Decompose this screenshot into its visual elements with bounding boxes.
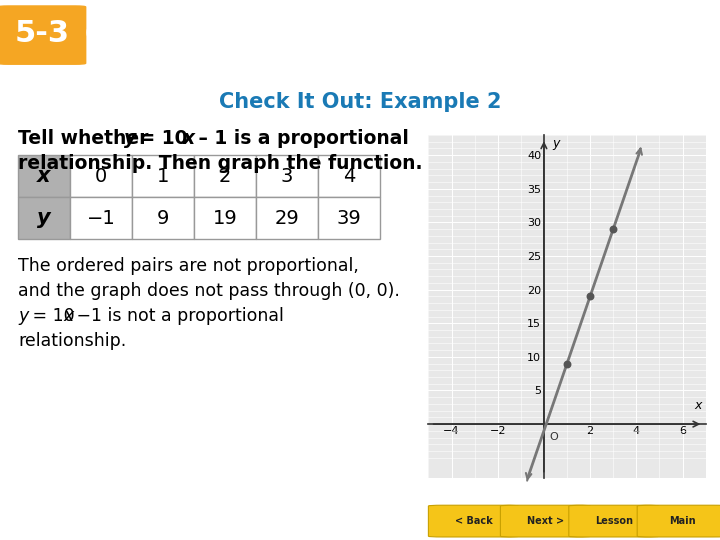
- Text: 1: 1: [157, 167, 169, 186]
- Text: – 1 is a proportional: – 1 is a proportional: [192, 129, 409, 148]
- Text: y: y: [37, 208, 51, 228]
- Bar: [132, 155, 194, 197]
- Point: [608, 225, 619, 233]
- Bar: [70, 197, 132, 239]
- FancyBboxPatch shape: [500, 505, 590, 537]
- Text: −1: −1: [86, 208, 115, 228]
- FancyBboxPatch shape: [637, 505, 720, 537]
- Text: y: y: [124, 129, 136, 148]
- Point: [585, 292, 596, 301]
- Bar: [256, 155, 318, 197]
- Bar: [132, 197, 194, 239]
- Bar: [256, 197, 318, 239]
- Bar: [194, 155, 256, 197]
- Text: 9: 9: [157, 208, 169, 228]
- Text: y: y: [18, 307, 28, 325]
- Text: 39: 39: [337, 208, 361, 228]
- Text: −1 is not a proportional: −1 is not a proportional: [71, 307, 284, 325]
- Text: < Back: < Back: [454, 516, 492, 526]
- Bar: [18, 155, 70, 197]
- Text: Main: Main: [669, 516, 696, 526]
- Text: © HOLT McDOUGAL, All Rights Reserved: © HOLT McDOUGAL, All Rights Reserved: [9, 517, 191, 525]
- Text: The ordered pairs are not proportional,: The ordered pairs are not proportional,: [18, 257, 359, 275]
- Point: [562, 359, 573, 368]
- Text: Next >: Next >: [527, 516, 564, 526]
- Text: Check It Out: Example 2: Check It Out: Example 2: [219, 92, 501, 112]
- Text: 5-3: 5-3: [14, 19, 69, 48]
- Text: and the graph does not pass through (0, 0).: and the graph does not pass through (0, …: [18, 282, 400, 300]
- Bar: [318, 155, 380, 197]
- Text: x: x: [183, 129, 195, 148]
- Text: Graphing Proportional Relationships: Graphing Proportional Relationships: [85, 21, 657, 49]
- Bar: [194, 197, 256, 239]
- Text: relationship. Then graph the function.: relationship. Then graph the function.: [18, 154, 423, 173]
- Text: x: x: [37, 166, 50, 186]
- Text: = 10: = 10: [27, 307, 75, 325]
- Text: O: O: [549, 432, 559, 442]
- Text: Lesson: Lesson: [595, 516, 633, 526]
- Text: = 10: = 10: [133, 129, 188, 148]
- Text: Tell whether: Tell whether: [18, 129, 155, 148]
- Text: $y$: $y$: [552, 138, 562, 152]
- FancyBboxPatch shape: [0, 6, 86, 64]
- Text: 3: 3: [281, 167, 293, 186]
- Text: x: x: [63, 307, 73, 325]
- Text: 2: 2: [219, 167, 231, 186]
- Bar: [318, 197, 380, 239]
- Text: $x$: $x$: [694, 399, 703, 412]
- FancyBboxPatch shape: [428, 505, 518, 537]
- Bar: [18, 197, 70, 239]
- Bar: [70, 155, 132, 197]
- Text: relationship.: relationship.: [18, 332, 126, 350]
- Text: 0: 0: [95, 167, 107, 186]
- FancyBboxPatch shape: [569, 505, 659, 537]
- Text: 29: 29: [274, 208, 300, 228]
- Text: 4: 4: [343, 167, 355, 186]
- Text: 19: 19: [212, 208, 238, 228]
